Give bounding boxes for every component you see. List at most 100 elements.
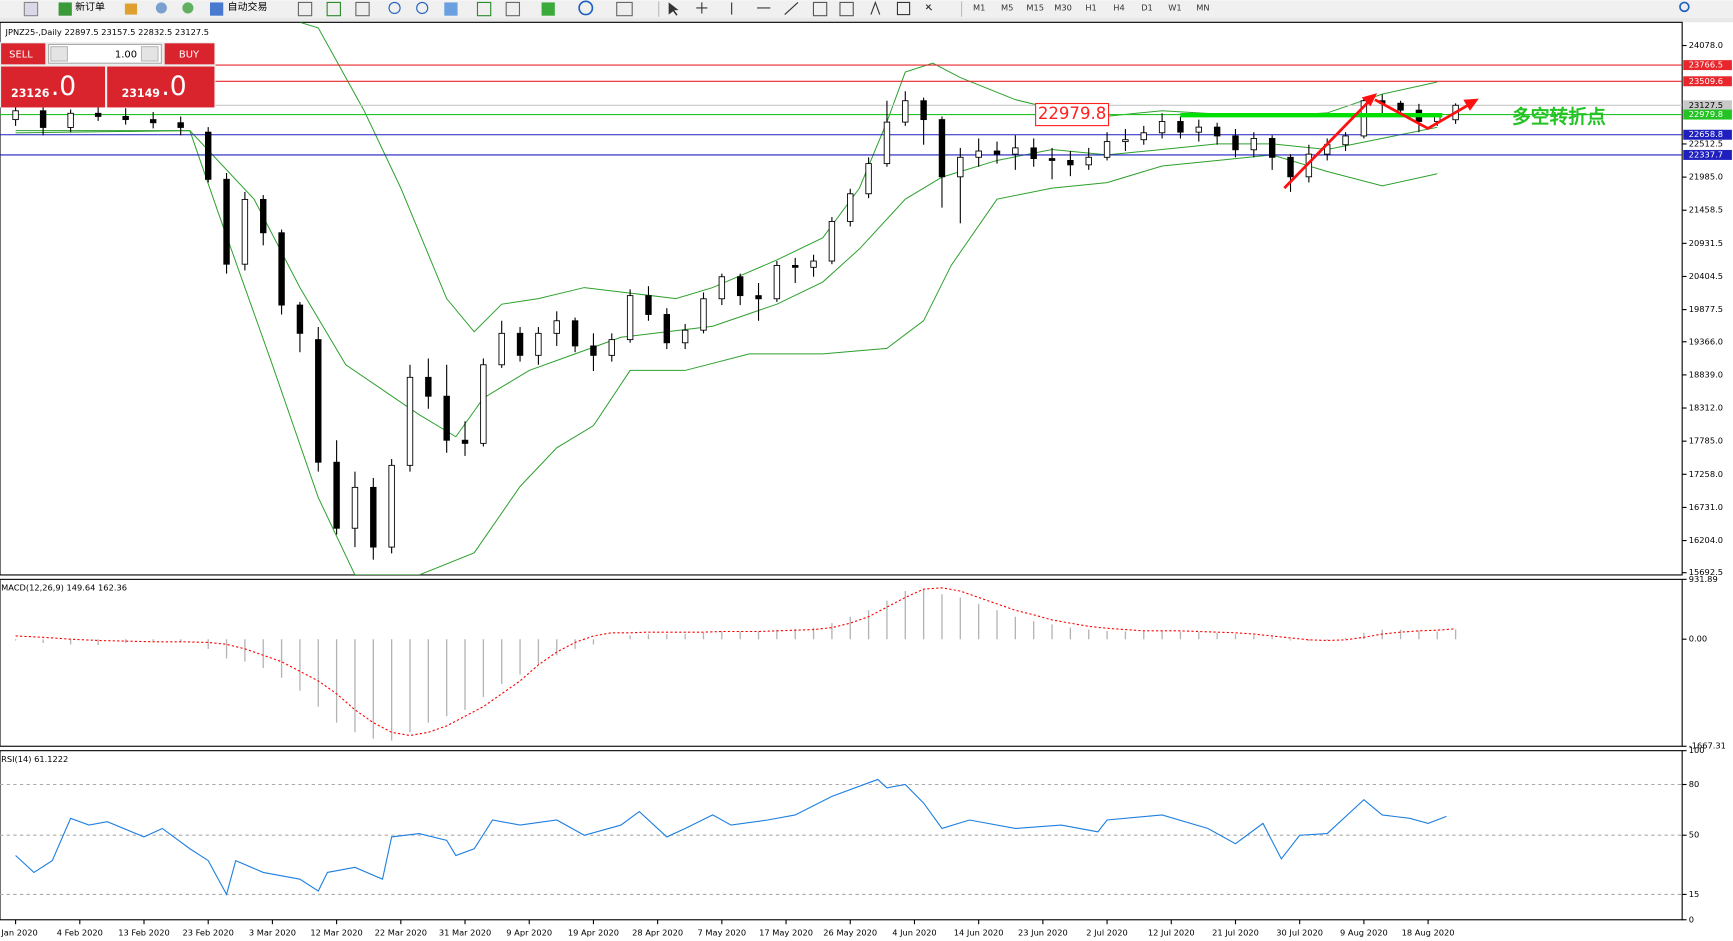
one-click-trading: SELL 1.00 BUY 23126 .0 23149 .0	[0, 42, 216, 108]
x-tick-label: 30 Jul 2020	[1276, 928, 1323, 938]
timeframe-button[interactable]: D1	[1141, 2, 1153, 12]
arrow-head	[1463, 98, 1479, 111]
buy-button[interactable]	[164, 43, 215, 65]
crosshair-tool[interactable]	[696, 2, 708, 14]
candle-body	[1012, 147, 1019, 155]
timeframe-button[interactable]: M5	[1001, 2, 1013, 12]
fibo-tool[interactable]	[839, 1, 854, 17]
auto-trade-button[interactable]: 自动交易	[228, 0, 268, 13]
candle-body	[1397, 102, 1404, 111]
bollinger-band	[15, 126, 1438, 438]
periods[interactable]	[578, 0, 594, 16]
sell-button[interactable]	[1, 43, 46, 65]
zoom-in[interactable]	[388, 1, 401, 15]
candle-body	[1085, 156, 1092, 166]
new-order-button[interactable]: 新订单	[75, 0, 105, 13]
toolbar-icon[interactable]	[23, 1, 39, 17]
lots-increase[interactable]	[140, 46, 159, 62]
templates[interactable]	[616, 1, 633, 17]
indicators[interactable]	[541, 2, 555, 16]
y-tick-label: 0.00	[1689, 634, 1707, 644]
timeframe-button[interactable]: W1	[1168, 2, 1181, 12]
candle-body	[736, 276, 744, 297]
y-tick-label: 16204.0	[1689, 535, 1723, 545]
new-order-icon[interactable]	[58, 2, 72, 16]
timeframe-button[interactable]: M15	[1026, 2, 1044, 12]
x-tick-label: 13 Feb 2020	[118, 928, 169, 938]
x-tick-label: 12 Jul 2020	[1148, 928, 1195, 938]
y-tick-label: 50	[1689, 830, 1700, 840]
timeframe-button[interactable]: M30	[1054, 2, 1072, 12]
buy-price-big[interactable]: .0	[161, 71, 186, 102]
price-tag-box	[1035, 102, 1110, 127]
price-level-label: 22979.8	[1689, 109, 1723, 119]
candle-body	[626, 295, 634, 341]
timeframe-button[interactable]: MN	[1196, 2, 1209, 12]
y-tick-label: 17258.0	[1689, 469, 1723, 479]
buy-price[interactable]: 23149	[122, 87, 160, 100]
arrows-tool[interactable]	[925, 4, 933, 11]
label-tool[interactable]	[896, 1, 911, 16]
candle-body	[260, 198, 267, 234]
x-tick-label: 7 May 2020	[698, 928, 747, 938]
macd-signal	[15, 587, 1456, 737]
candle-body	[535, 332, 542, 356]
candle-body	[1268, 138, 1276, 158]
auto-trade-icon[interactable]	[209, 2, 224, 16]
channel-tool[interactable]	[812, 1, 828, 17]
trendline-tool[interactable]	[784, 2, 799, 16]
toolbar-icon[interactable]	[505, 1, 521, 17]
timeframe-button[interactable]: H4	[1113, 2, 1124, 12]
symbol-info: JPNZ25-,Daily 22897.5 23157.5 22832.5 23…	[5, 27, 210, 37]
candle-body	[1122, 139, 1129, 143]
red-arrow	[1283, 98, 1372, 190]
candle-body	[608, 339, 615, 356]
timeframe-button[interactable]: M1	[973, 2, 985, 12]
sell-price[interactable]: 23126	[11, 87, 50, 100]
candle-body	[1158, 121, 1166, 134]
lots-value[interactable]: 1.00	[115, 49, 137, 60]
candle-body	[865, 163, 872, 195]
candle-body	[1067, 160, 1074, 166]
candle-body	[718, 276, 726, 300]
search[interactable]	[1679, 1, 1690, 13]
toolbar-icon[interactable]	[124, 3, 138, 15]
candle-body	[681, 329, 689, 344]
toolbar-icon[interactable]	[444, 2, 458, 16]
timeframe-button[interactable]: H1	[1085, 2, 1096, 12]
toolbar-icon[interactable]	[182, 2, 194, 14]
buy-label[interactable]: BUY	[179, 49, 200, 60]
buy-price-box[interactable]	[107, 66, 215, 108]
toolbar-icon[interactable]	[155, 2, 167, 14]
y-tick-label: 22512.5	[1689, 138, 1723, 148]
candle-body	[461, 439, 469, 444]
text-tool[interactable]	[870, 0, 881, 15]
toolbar-icon[interactable]	[355, 1, 370, 17]
candle-body	[425, 376, 432, 397]
x-tick-label: 23 Jun 2020	[1018, 928, 1068, 938]
candle-body	[571, 320, 579, 347]
sell-price-box[interactable]	[1, 66, 105, 108]
price-level-label: 22658.8	[1689, 129, 1723, 139]
sell-label[interactable]: SELL	[9, 49, 33, 60]
candle-body	[1360, 100, 1368, 137]
y-tick-label: 21985.0	[1689, 172, 1723, 182]
y-tick-label: 15692.5	[1689, 567, 1723, 577]
candle-body	[975, 150, 982, 158]
y-tick-label: 17785.0	[1689, 436, 1723, 446]
price-level-label: 23509.6	[1689, 76, 1723, 86]
lots-decrease[interactable]	[50, 46, 68, 62]
candle-body	[67, 112, 74, 128]
candle-body	[993, 150, 1001, 155]
toolbar-icon[interactable]	[297, 1, 313, 17]
cursor-tool[interactable]	[668, 2, 679, 16]
toolbar-icon[interactable]	[326, 1, 341, 17]
toolbar-icon[interactable]	[476, 1, 492, 17]
candle-body	[223, 178, 230, 265]
candle-body	[1030, 147, 1037, 160]
y-tick-label: 19366.0	[1689, 336, 1723, 346]
lots-input[interactable]	[48, 43, 162, 64]
zoom-out[interactable]	[416, 1, 429, 15]
sell-price-big[interactable]: .0	[51, 71, 76, 102]
